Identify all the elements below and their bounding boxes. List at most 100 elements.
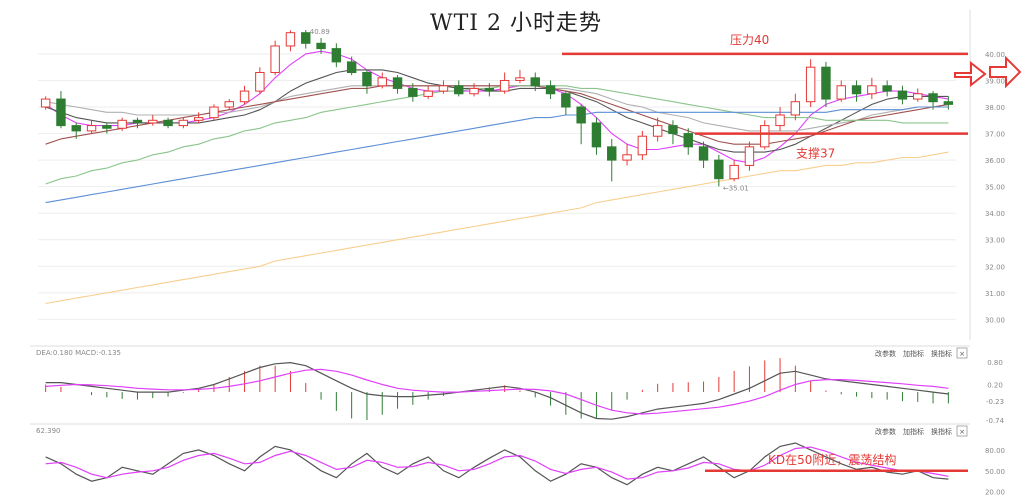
candle-body xyxy=(102,125,112,129)
ma30-line xyxy=(45,85,949,145)
candle xyxy=(56,91,66,129)
candle-body xyxy=(377,77,387,87)
ma250-line xyxy=(45,151,949,305)
candle xyxy=(209,104,219,121)
candle-body xyxy=(561,93,571,108)
candle xyxy=(224,99,234,110)
close-box-icon xyxy=(956,347,968,359)
candle xyxy=(499,72,510,94)
candle xyxy=(86,120,97,134)
candle-body xyxy=(913,93,923,100)
candle-body xyxy=(760,125,770,148)
candle xyxy=(760,120,770,150)
candle-body xyxy=(454,85,464,95)
candle xyxy=(163,117,173,129)
candle-body xyxy=(622,154,632,161)
candle xyxy=(132,117,143,129)
support-label: 支撑37 xyxy=(796,146,835,161)
add-indicator-button: 加指标 xyxy=(903,349,924,358)
main-panel-grid xyxy=(38,10,971,340)
price-tick-label: 36.00 xyxy=(985,157,1005,165)
macd-tick-label: -0.74 xyxy=(986,417,1005,425)
candle-body xyxy=(285,32,296,47)
candle-body xyxy=(362,72,372,87)
candle-body xyxy=(499,79,510,92)
close-box-icon xyxy=(956,425,968,437)
candle-body xyxy=(836,85,846,100)
candle-body xyxy=(148,119,158,124)
kd-tick-label: 20.00 xyxy=(985,489,1005,495)
candle-body xyxy=(40,98,51,108)
candle-body xyxy=(943,101,954,105)
kd-tick-label: 50.00 xyxy=(985,468,1005,476)
candle-body xyxy=(301,32,311,44)
candle-body xyxy=(331,48,342,63)
kd-header: 62.390 xyxy=(36,427,61,435)
candle-body xyxy=(576,106,586,124)
candle-body xyxy=(851,85,862,95)
candle xyxy=(438,80,449,94)
candle xyxy=(836,80,846,102)
candle-body xyxy=(683,133,693,148)
candle xyxy=(668,120,678,145)
price-tick-label: 40.00 xyxy=(985,51,1005,59)
candle xyxy=(576,104,586,145)
candle-body xyxy=(714,159,724,180)
price-tick-label: 30.00 xyxy=(985,316,1005,324)
macd-tick-label: 0.80 xyxy=(987,359,1003,367)
price-tick-label: 31.00 xyxy=(985,290,1005,298)
candle-body xyxy=(408,87,418,97)
candle xyxy=(71,122,81,139)
candle xyxy=(545,80,556,100)
candle xyxy=(346,56,357,76)
candle xyxy=(897,85,908,105)
candle xyxy=(530,72,540,92)
close-panel-button: × xyxy=(959,350,965,358)
candle xyxy=(591,117,602,155)
candle xyxy=(178,117,189,129)
candle xyxy=(775,107,785,131)
candle-body xyxy=(224,101,234,108)
candle xyxy=(40,96,51,110)
macd-header: DEA:0.180 MACD:-0.135 xyxy=(36,349,121,357)
close-panel-button: × xyxy=(959,428,965,436)
kd-tick-label: 80.00 xyxy=(985,447,1005,455)
candle xyxy=(377,72,387,89)
candle-body xyxy=(316,42,326,50)
candle xyxy=(805,59,816,108)
candle xyxy=(515,69,525,84)
candle xyxy=(148,114,158,126)
low-price-label: ←35.01 xyxy=(723,184,749,192)
candle xyxy=(851,80,862,102)
right-arrow-icon xyxy=(954,55,1022,89)
candle-body xyxy=(897,90,908,100)
candle xyxy=(193,112,204,123)
price-tick-label: 38.00 xyxy=(985,104,1005,112)
candle-body xyxy=(117,119,127,129)
candle xyxy=(239,85,250,105)
kd-panel: 62.390 改参数 加指标 换指标 × 80.00 50.00 20.00 KD在50附近，震… xyxy=(30,423,1005,495)
candle xyxy=(255,67,265,94)
change-indicator-button: 换指标 xyxy=(931,349,952,358)
candle xyxy=(285,30,296,52)
macd-panel: DEA:0.180 MACD:-0.135 改参数 加指标 换指标 × 0.80 0.20 -… xyxy=(30,345,1005,425)
candle xyxy=(867,77,877,100)
candle xyxy=(913,88,923,102)
candle-body xyxy=(882,85,892,92)
candle xyxy=(316,38,326,54)
candle-body xyxy=(86,125,97,132)
candle-body xyxy=(209,106,219,119)
params-button: 改参数 xyxy=(875,427,896,436)
macd-tick-label: 0.20 xyxy=(987,382,1003,390)
candle xyxy=(408,83,418,102)
dif-line xyxy=(45,361,949,420)
candle-body xyxy=(775,114,785,127)
candle-body xyxy=(805,66,816,103)
main-annotations: 压力40 支撑37 xyxy=(562,33,968,161)
candle-body xyxy=(132,119,143,124)
candle xyxy=(729,160,739,182)
candle xyxy=(821,61,831,108)
candle xyxy=(331,43,342,68)
candle xyxy=(362,69,372,94)
candle xyxy=(790,93,801,121)
